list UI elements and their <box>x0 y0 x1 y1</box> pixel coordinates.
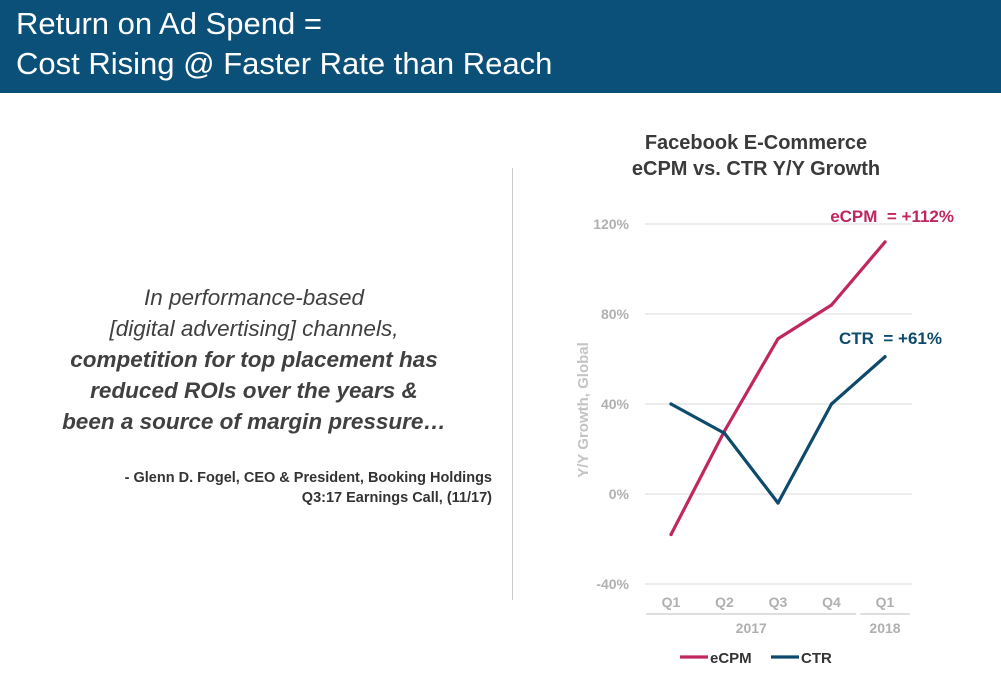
x-tick-label: Q4 <box>822 594 841 610</box>
data-point-ctr <box>776 501 780 505</box>
data-point-ctr <box>883 355 887 359</box>
data-point-ctr <box>669 402 673 406</box>
legend-label: CTR <box>801 650 832 667</box>
x-tick-label: Q2 <box>715 594 734 610</box>
year-group-label: 2018 <box>869 620 900 636</box>
page-title-line-2: Cost Rising @ Faster Rate than Reach <box>16 46 553 81</box>
data-point-ctr <box>829 402 834 406</box>
data-point-ctr <box>722 431 727 435</box>
quote-line-3: competition for top placement has <box>70 347 438 372</box>
legend-label: eCPM <box>710 650 752 667</box>
y-tick-label: 40% <box>601 396 630 412</box>
chart-title-line-2: eCPM vs. CTR Y/Y Growth <box>631 158 881 180</box>
attribution-line-2: Q3:17 Earnings Call, (11/17) <box>301 490 492 506</box>
vertical-divider <box>512 168 513 600</box>
quote-line-1: In performance-based <box>143 285 365 310</box>
x-tick-label: Q3 <box>769 594 788 610</box>
y-axis-label: Y/Y Growth, Global <box>575 342 592 478</box>
data-point-ecpm <box>829 303 834 307</box>
year-group-label: 2017 <box>736 620 767 636</box>
y-tick-label: 120% <box>593 216 629 232</box>
series-line-ctr <box>669 355 887 505</box>
data-point-ecpm <box>883 240 887 244</box>
chart-title: Facebook E-Commerce eCPM vs. CTR Y/Y Gro… <box>556 130 956 182</box>
page-title-line-1: Return on Ad Spend = <box>16 6 322 41</box>
series-end-label: eCPM = +112% <box>830 207 954 226</box>
series-line-ecpm <box>669 240 887 537</box>
quote-block: In performance-based [digital advertisin… <box>20 282 488 437</box>
y-tick-label: -40% <box>596 576 629 592</box>
quote-line-5: been a source of margin pressure… <box>62 409 446 434</box>
y-tick-label: 0% <box>609 486 630 502</box>
data-point-ecpm <box>776 337 780 341</box>
header-banner: Return on Ad Spend = Cost Rising @ Faste… <box>0 0 1001 93</box>
chart-title-line-1: Facebook E-Commerce <box>644 132 868 154</box>
quote-attribution: - Glenn D. Fogel, CEO & President, Booki… <box>125 468 492 508</box>
quote-line-4: reduced ROIs over the years & <box>90 378 418 403</box>
quote-line-2: [digital advertising] channels, <box>109 316 399 341</box>
attribution-line-1: - Glenn D. Fogel, CEO & President, Booki… <box>124 470 492 486</box>
data-point-ecpm <box>669 532 673 537</box>
y-tick-label: 80% <box>601 306 630 322</box>
x-tick-label: Q1 <box>876 594 895 610</box>
series-end-label: CTR = +61% <box>839 329 942 348</box>
x-tick-label: Q1 <box>662 594 681 610</box>
